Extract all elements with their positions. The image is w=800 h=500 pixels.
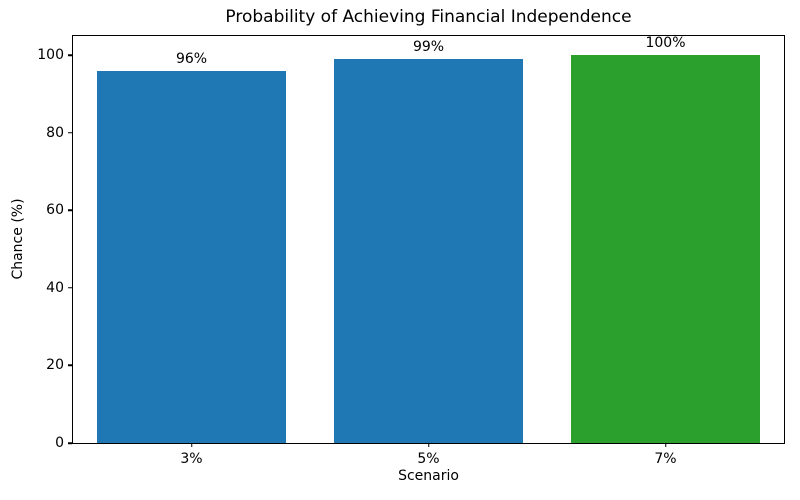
y-tick-mark	[68, 54, 72, 57]
bar-value-label: 100%	[645, 35, 686, 52]
bar-5%	[333, 59, 524, 443]
x-tick-mark	[190, 443, 193, 447]
y-tick-label: 20	[46, 357, 64, 374]
x-tick-label: 7%	[654, 451, 677, 467]
y-tick-mark	[68, 209, 72, 212]
y-tick-mark	[68, 287, 72, 289]
y-tick-mark	[68, 442, 72, 444]
y-axis-label: Chance (%)	[10, 198, 26, 280]
x-axis-label: Scenario	[398, 468, 459, 484]
plot-area: 0 20 40 60 80 100 96% 3% 99% 5% 100% 7%	[37, 35, 785, 467]
y-tick-label: 60	[46, 202, 64, 219]
y-tick-label: 40	[46, 279, 64, 296]
bar-value-label: 96%	[175, 50, 208, 67]
chart-title: Probability of Achieving Financial Indep…	[225, 7, 632, 27]
x-tick-label: 5%	[417, 451, 440, 467]
y-tick-mark	[68, 132, 72, 134]
y-tick-label: 80	[46, 124, 64, 141]
x-tick-mark	[427, 443, 430, 447]
y-tick-label: 100	[37, 47, 64, 64]
y-tick-label: 0	[55, 435, 64, 451]
x-tick-mark	[664, 443, 667, 447]
y-tick-mark	[68, 364, 72, 367]
bar-7%	[570, 55, 761, 443]
bar-value-label: 99%	[412, 39, 445, 56]
bar-3%	[96, 70, 287, 443]
x-tick-label: 3%	[180, 451, 203, 467]
